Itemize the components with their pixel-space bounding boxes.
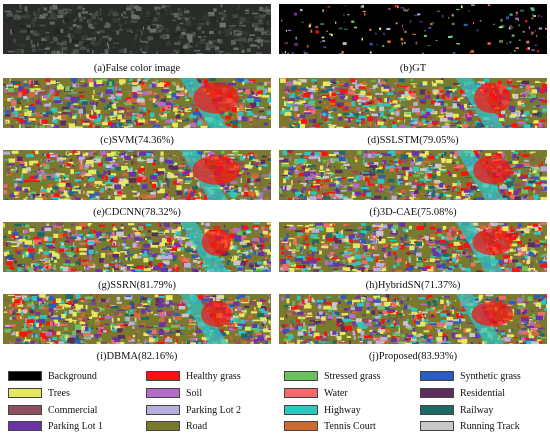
legend-item: Railway: [420, 404, 493, 416]
legend-label: Background: [48, 370, 97, 382]
legend-swatch: [8, 405, 42, 415]
legend-swatch: [420, 405, 454, 415]
legend-label: Running Track: [460, 420, 520, 432]
legend-swatch: [8, 421, 42, 431]
panel-caption: (a)False color image: [93, 63, 181, 74]
panel-caption: (f)3D-CAE(75.08%): [369, 207, 457, 218]
legend-label: Parking Lot 2: [186, 404, 241, 416]
legend-swatch: [284, 405, 318, 415]
legend-label: Soil: [186, 387, 203, 399]
legend-label: Commercial: [48, 404, 98, 416]
panel-a: [3, 4, 271, 54]
legend-item: Road: [146, 420, 207, 432]
panel-i: [3, 294, 271, 344]
classification-map: [3, 294, 271, 344]
legend-label: Water: [324, 387, 348, 399]
legend-item: Tennis Court: [284, 420, 376, 432]
legend-swatch: [146, 371, 180, 381]
panel-caption: (h)HybridSN(71.37%): [365, 280, 461, 291]
panel-d: [279, 78, 547, 128]
legend-label: Residential: [460, 387, 505, 399]
panel-caption: (d)SSLSTM(79.05%): [367, 135, 459, 146]
panel-h: [279, 222, 547, 272]
legend-label: Highway: [324, 404, 361, 416]
panel-caption: (c)SVM(74.36%): [100, 135, 174, 146]
legend: Background Trees Commercial Parking Lot 1 He…: [0, 366, 550, 433]
legend-label: Healthy grass: [186, 370, 241, 382]
panel-caption: (g)SSRN(81.79%): [98, 280, 176, 291]
legend-label: Parking Lot 1: [48, 420, 103, 432]
panel-j: [279, 294, 547, 344]
legend-item: Parking Lot 1: [8, 420, 103, 432]
classification-map: [279, 150, 547, 200]
legend-swatch: [8, 388, 42, 398]
legend-item: Trees: [8, 387, 70, 399]
panel-c: [3, 78, 271, 128]
panel-g: [3, 222, 271, 272]
legend-item: Synthetic grass: [420, 370, 521, 382]
legend-swatch: [146, 421, 180, 431]
classification-map: [279, 222, 547, 272]
legend-item: Residential: [420, 387, 505, 399]
legend-item: Background: [8, 370, 97, 382]
legend-item: Running Track: [420, 420, 520, 432]
legend-swatch: [8, 371, 42, 381]
legend-label: Road: [186, 420, 208, 432]
legend-label: Railway: [460, 404, 494, 416]
legend-swatch: [420, 371, 454, 381]
legend-label: Synthetic grass: [460, 370, 521, 382]
legend-label: Stressed grass: [324, 370, 381, 382]
panel-caption: (j)Proposed(83.93%): [368, 351, 458, 362]
legend-label: Tennis Court: [324, 420, 376, 432]
panel-caption: (i)DBMA(82.16%): [96, 351, 178, 362]
panel-b: [279, 4, 547, 54]
legend-item: Soil: [146, 387, 202, 399]
legend-item: Highway: [284, 404, 361, 416]
panel-caption: (e)CDCNN(78.32%): [93, 207, 181, 218]
legend-item: Commercial: [8, 404, 97, 416]
legend-swatch: [420, 421, 454, 431]
legend-item: Healthy grass: [146, 370, 241, 382]
classification-map: [279, 4, 547, 54]
legend-swatch: [146, 405, 180, 415]
panel-e: [3, 150, 271, 200]
legend-swatch: [146, 388, 180, 398]
legend-swatch: [284, 388, 318, 398]
classification-map: [3, 4, 271, 54]
classification-map: [3, 222, 271, 272]
legend-swatch: [284, 371, 318, 381]
legend-label: Trees: [48, 387, 70, 399]
legend-item: Water: [284, 387, 348, 399]
legend-swatch: [420, 388, 454, 398]
classification-map: [279, 294, 547, 344]
panel-f: [279, 150, 547, 200]
legend-item: Parking Lot 2: [146, 404, 241, 416]
classification-map: [3, 150, 271, 200]
panel-caption: (b)GT: [399, 63, 427, 74]
legend-swatch: [284, 421, 318, 431]
classification-map: [3, 78, 271, 128]
classification-map: [279, 78, 547, 128]
legend-item: Stressed grass: [284, 370, 380, 382]
